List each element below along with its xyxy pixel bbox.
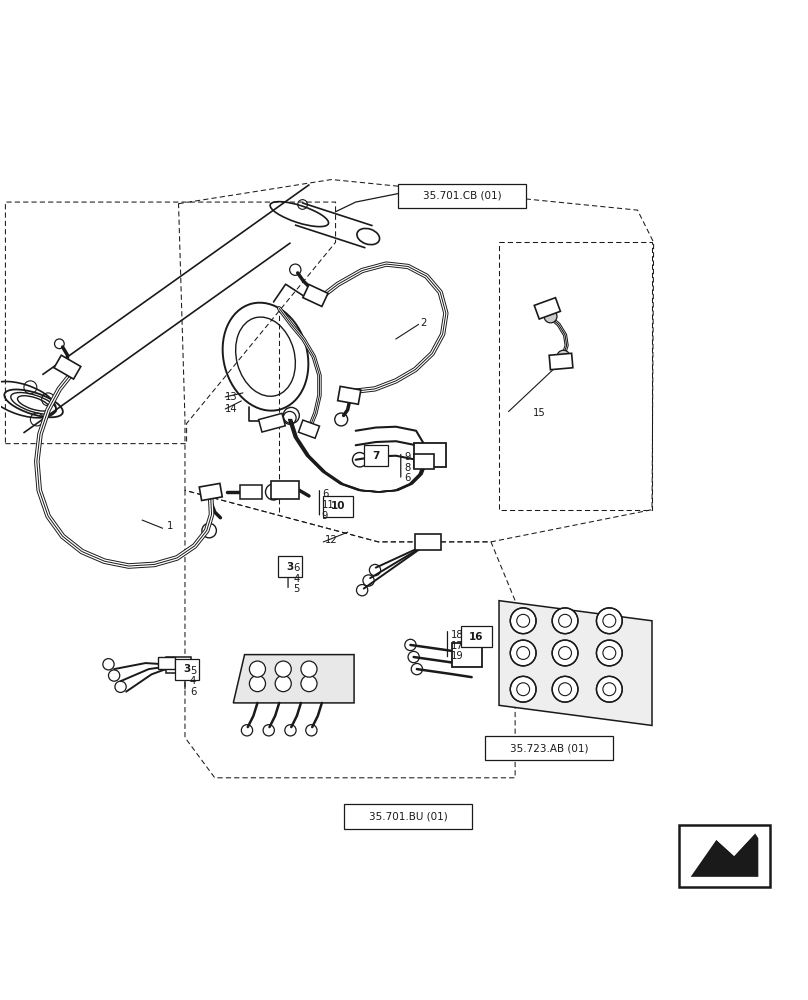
FancyBboxPatch shape	[54, 355, 81, 379]
Circle shape	[552, 676, 578, 702]
FancyBboxPatch shape	[298, 420, 319, 438]
Text: 9: 9	[404, 452, 410, 462]
Text: 4: 4	[190, 676, 196, 686]
FancyBboxPatch shape	[452, 643, 482, 667]
Polygon shape	[234, 655, 354, 703]
FancyBboxPatch shape	[485, 736, 613, 760]
FancyBboxPatch shape	[338, 386, 361, 404]
FancyBboxPatch shape	[200, 483, 222, 501]
Text: 7: 7	[372, 451, 380, 461]
Text: 10: 10	[330, 501, 345, 511]
Circle shape	[544, 310, 557, 323]
Text: 4: 4	[293, 574, 300, 584]
Circle shape	[511, 608, 536, 634]
Circle shape	[301, 661, 317, 677]
Text: 6: 6	[190, 687, 196, 697]
Text: 11: 11	[322, 500, 335, 510]
Text: 6: 6	[293, 563, 300, 573]
FancyBboxPatch shape	[344, 804, 472, 829]
Circle shape	[511, 676, 536, 702]
FancyBboxPatch shape	[534, 298, 561, 319]
FancyBboxPatch shape	[415, 534, 441, 550]
FancyBboxPatch shape	[549, 353, 573, 370]
FancyBboxPatch shape	[158, 657, 175, 669]
Circle shape	[250, 661, 266, 677]
Text: 5: 5	[293, 584, 300, 594]
Circle shape	[511, 640, 536, 666]
FancyBboxPatch shape	[166, 657, 191, 673]
Text: 1: 1	[166, 521, 173, 531]
Text: 3: 3	[286, 562, 293, 572]
Circle shape	[557, 350, 570, 363]
Circle shape	[596, 608, 622, 634]
FancyBboxPatch shape	[322, 496, 353, 517]
FancyBboxPatch shape	[175, 659, 199, 680]
Circle shape	[301, 676, 317, 692]
FancyBboxPatch shape	[278, 556, 301, 577]
Text: 16: 16	[469, 632, 484, 642]
Text: 35.701.CB (01): 35.701.CB (01)	[423, 191, 501, 201]
Text: 35.701.BU (01): 35.701.BU (01)	[368, 811, 448, 821]
Text: 9: 9	[322, 511, 328, 521]
FancyBboxPatch shape	[259, 413, 285, 432]
Text: 15: 15	[532, 408, 545, 418]
Circle shape	[276, 676, 291, 692]
FancyBboxPatch shape	[364, 445, 388, 466]
Polygon shape	[702, 833, 755, 856]
Text: 8: 8	[404, 463, 410, 473]
Text: 5: 5	[190, 666, 196, 676]
Text: 6: 6	[322, 489, 328, 499]
FancyBboxPatch shape	[303, 284, 328, 306]
FancyBboxPatch shape	[414, 454, 434, 469]
Text: 2: 2	[420, 318, 427, 328]
Polygon shape	[691, 833, 758, 877]
FancyBboxPatch shape	[240, 485, 263, 499]
Circle shape	[250, 676, 266, 692]
Text: 35.723.AB (01): 35.723.AB (01)	[510, 743, 588, 753]
Text: 19: 19	[451, 651, 464, 661]
Text: 17: 17	[451, 641, 464, 651]
FancyBboxPatch shape	[414, 443, 446, 467]
Text: 12: 12	[325, 535, 338, 545]
Circle shape	[276, 661, 291, 677]
Circle shape	[552, 608, 578, 634]
FancyBboxPatch shape	[679, 825, 770, 887]
Text: 3: 3	[183, 664, 190, 674]
Text: 13: 13	[225, 392, 238, 402]
Circle shape	[596, 640, 622, 666]
Text: 14: 14	[225, 404, 238, 414]
Polygon shape	[499, 601, 652, 725]
Text: 6: 6	[404, 473, 410, 483]
Circle shape	[552, 640, 578, 666]
FancyBboxPatch shape	[398, 184, 526, 208]
FancyBboxPatch shape	[461, 626, 492, 647]
FancyBboxPatch shape	[271, 481, 299, 499]
Text: 18: 18	[451, 630, 463, 640]
Circle shape	[596, 676, 622, 702]
